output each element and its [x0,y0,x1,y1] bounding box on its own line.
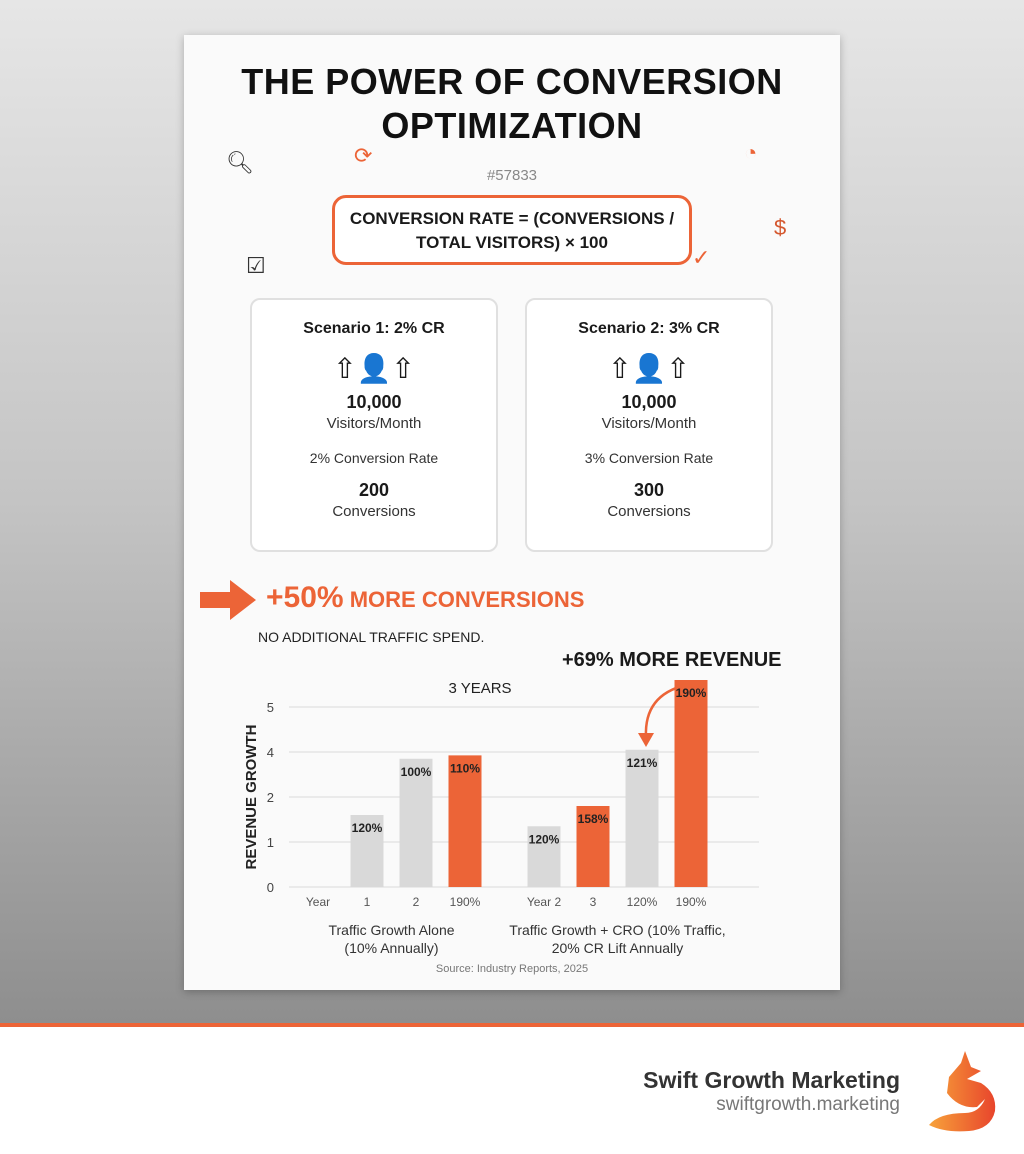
magnifier-icon: 🔍︎ [226,150,254,175]
x-tick-label: 2 [413,895,420,909]
users-growth-icon: ⇧👤⇧ [608,353,690,384]
revenue-callout: +69% MORE REVENUE [562,649,782,671]
brand-name: Swift Growth Marketing [643,1067,900,1093]
scenario-heading: Scenario 1: 2% CR [303,320,445,337]
highlight-subtext: NO ADDITIONAL TRAFFIC SPEND. [258,629,485,645]
bar-data-label: 120% [352,821,383,835]
conversion-rate: 2% Conversion Rate [309,450,439,466]
scenario-heading: Scenario 2: 3% CR [578,320,720,337]
y-tick-label: 1 [267,835,274,850]
x-tick-label: 1 [364,895,371,909]
bar-data-label: 100% [401,765,432,779]
reference-code: #57833 [486,167,538,184]
callout-arrow [644,683,687,738]
bar [448,755,482,887]
group-label-line1: Traffic Growth Alone [328,922,454,938]
bar-data-label: 158% [578,812,609,826]
group-label-line2: 20% CR Lift Annually [552,940,684,956]
growth-chart-icon: ◔ [744,140,758,165]
visitors-label: Visitors/Month [601,415,697,432]
y-tick-label: 5 [267,700,274,715]
x-tick-label: 120% [627,895,658,909]
infographic-card: THE POWER OF CONVERSION OPTIMIZATION 🔍︎ … [184,35,840,990]
revenue-chart: 3 YEARS REVENUE GROWTH 0 1 2 4 5 Year 120% 1 100… [243,680,759,956]
bar-data-label: 121% [627,756,658,770]
bar [576,806,610,887]
group-label-line1: Traffic Growth + CRO (10% Traffic, [509,922,725,938]
conversions-label: Conversions [607,503,691,520]
bar [350,815,384,887]
bar-data-label: 190% [676,686,707,700]
bar [527,826,561,887]
brand-url[interactable]: swiftgrowth.marketing [716,1094,900,1115]
check-circle-icon: ✓ [692,245,711,270]
y-tick-label: 0 [267,880,274,895]
highlight-percent: +50% [266,581,344,614]
conversions-value: 300 [633,480,665,500]
bar [625,749,659,887]
conversions-highlight: +50% MORE CONVERSIONS [266,581,584,615]
money-bag-icon: $ [774,215,787,240]
visitors-value: 10,000 [621,392,677,412]
page-title: THE POWER OF CONVERSION OPTIMIZATION [241,61,783,146]
source-note: Source: Industry Reports, 2025 [435,963,589,975]
brand-block: Swift Growth Marketing swiftgrowth.marke… [643,1067,900,1116]
x-tick-label: 190% [676,895,707,909]
checklist-icon: ☑ [246,253,266,278]
refresh-icon: ⟳ [354,143,373,168]
footer: Swift Growth Marketing swiftgrowth.marke… [0,1027,1024,1154]
highlight-text: MORE CONVERSIONS [349,587,585,612]
visitors-value: 10,000 [346,392,402,412]
group-label-line2: (10% Annually) [344,940,438,956]
conversions-value: 200 [358,480,390,500]
x-tick-label: Year [306,895,330,909]
footer-accent-line [0,1023,1024,1027]
bar [674,680,708,887]
bar-data-label: 110% [450,761,480,775]
fox-logo-icon [929,1051,996,1132]
conversion-rate: 3% Conversion Rate [584,450,714,466]
scenario-2-card: Scenario 2: 3% CR ⇧👤⇧ 10,000 Visitors/Mo… [525,298,773,552]
scenario-1-card: Scenario 1: 2% CR ⇧👤⇧ 10,000 Visitors/Mo… [250,298,498,552]
chart-title: 3 YEARS [448,680,511,697]
visitors-label: Visitors/Month [326,415,422,432]
y-tick-label: 4 [267,745,274,760]
users-growth-icon: ⇧👤⇧ [333,353,415,384]
callout-arrowhead [638,733,654,747]
right-arrow-icon [200,580,256,620]
bar [399,758,433,887]
conversions-label: Conversions [332,503,416,520]
x-tick-label: Year 2 [527,895,562,909]
y-axis-label: REVENUE GROWTH [243,724,260,869]
bar-data-label: 120% [529,832,560,846]
x-tick-label: 190% [450,895,481,909]
x-tick-label: 3 [590,895,597,909]
y-tick-label: 2 [267,790,274,805]
formula-box: CONVERSION RATE = (CONVERSIONS / TOTAL V… [332,195,692,265]
